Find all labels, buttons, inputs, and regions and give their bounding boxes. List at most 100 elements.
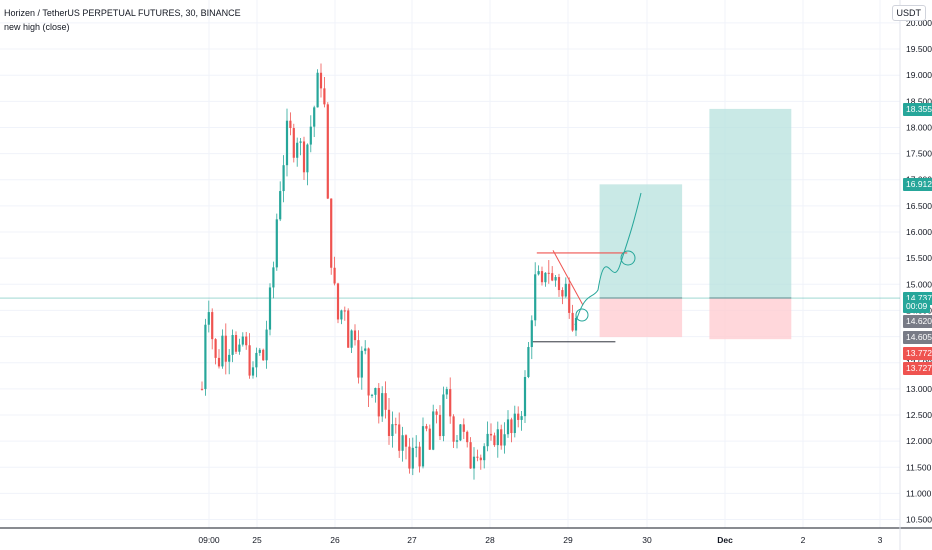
candle-body <box>445 389 448 395</box>
candle-body <box>438 414 442 437</box>
candle-body <box>265 329 268 361</box>
candle-body <box>343 310 346 312</box>
candle-body <box>452 416 455 442</box>
candle-body <box>306 144 309 173</box>
candle-body <box>527 347 530 378</box>
candle-body <box>517 413 520 420</box>
candle-body <box>255 352 258 368</box>
candle-body <box>486 433 489 447</box>
price-badge: 14.605 <box>903 331 932 345</box>
candle-body <box>262 349 265 361</box>
trend-line-red <box>552 250 584 306</box>
candle-body <box>415 446 418 448</box>
entry-circle <box>575 308 589 322</box>
candle-body <box>523 377 527 417</box>
candle-body <box>364 348 367 351</box>
candle-body <box>384 393 387 410</box>
candle-body <box>568 283 571 313</box>
candle-body <box>285 120 289 166</box>
candle-body <box>289 120 292 129</box>
candle-body <box>411 447 414 469</box>
candle-body <box>496 429 499 446</box>
candle-body <box>544 272 547 283</box>
candle-body <box>234 335 238 352</box>
candle-body <box>479 457 482 461</box>
candle-body <box>561 290 564 297</box>
currency-button[interactable]: USDT <box>891 5 926 21</box>
candle-body <box>462 424 465 432</box>
candle-body <box>333 267 336 284</box>
candle-body <box>360 350 363 378</box>
candle-body <box>370 394 374 396</box>
candle-body <box>540 271 544 283</box>
candle-body <box>272 267 275 288</box>
x-tick-label: 09:00 <box>198 535 220 545</box>
x-tick-label: 26 <box>330 535 340 545</box>
candle-body <box>537 271 540 275</box>
candle-body <box>316 72 319 108</box>
long-position-1-loss-zone <box>599 298 683 338</box>
candle-body <box>459 424 462 441</box>
candle-body <box>221 335 224 367</box>
x-tick-label: 27 <box>407 535 417 545</box>
candle-body <box>204 324 207 390</box>
candle-body <box>554 277 557 281</box>
projected-path <box>574 192 642 326</box>
candle-body <box>248 345 251 376</box>
candle-body <box>313 107 316 127</box>
y-tick-label: 19.500 <box>906 44 932 54</box>
candle-body <box>398 424 401 451</box>
target-circle <box>620 250 636 266</box>
y-tick-label: 18.500 <box>906 96 932 106</box>
candle-body <box>245 336 248 346</box>
candle-body <box>432 411 435 450</box>
candle-body <box>530 320 533 348</box>
candle-body <box>217 357 221 367</box>
y-tick-label: 20.000 <box>906 18 932 28</box>
candle-body <box>506 419 510 435</box>
y-tick-label: 16.000 <box>906 227 932 237</box>
candle-body <box>520 416 523 420</box>
y-tick-label: 15.500 <box>906 253 932 263</box>
candle-body <box>534 274 537 321</box>
x-tick-label: 25 <box>252 535 262 545</box>
candle-body <box>513 413 516 434</box>
candle-body <box>350 330 353 348</box>
price-badge: 00:09 <box>903 300 931 314</box>
y-tick-label: 10.500 <box>906 515 932 525</box>
candle-body <box>292 128 295 158</box>
x-tick-label: 28 <box>485 535 495 545</box>
candle-body <box>401 435 404 451</box>
candle-body <box>211 312 214 340</box>
x-tick-label: Dec <box>717 535 733 545</box>
y-tick-label: 19.000 <box>906 70 932 80</box>
candle-body <box>299 141 302 143</box>
candle-body <box>238 344 241 352</box>
candle-body <box>547 272 550 274</box>
candle-body <box>442 394 445 437</box>
y-tick-label: 11.000 <box>906 488 932 498</box>
candle-body <box>404 435 408 447</box>
x-tick-label: 2 <box>801 535 806 545</box>
y-tick-label: 15.000 <box>906 279 932 289</box>
candle-body <box>510 419 513 434</box>
candle-body <box>455 440 459 442</box>
candle-body <box>551 273 554 281</box>
y-tick-label: 11.500 <box>906 462 932 472</box>
candle-body <box>408 446 411 469</box>
candle-body <box>353 330 357 341</box>
candle-body <box>394 424 397 426</box>
candle-body <box>282 165 285 192</box>
candle-body <box>330 198 333 268</box>
candle-body <box>500 429 503 446</box>
candle-body <box>483 446 486 461</box>
candle-body <box>279 191 282 220</box>
candle-body <box>347 310 350 348</box>
candle-body <box>421 426 425 467</box>
long-position-2-loss-zone <box>709 298 792 340</box>
candle-body <box>574 317 578 331</box>
candle-body <box>251 367 255 376</box>
candle-body <box>564 283 567 297</box>
